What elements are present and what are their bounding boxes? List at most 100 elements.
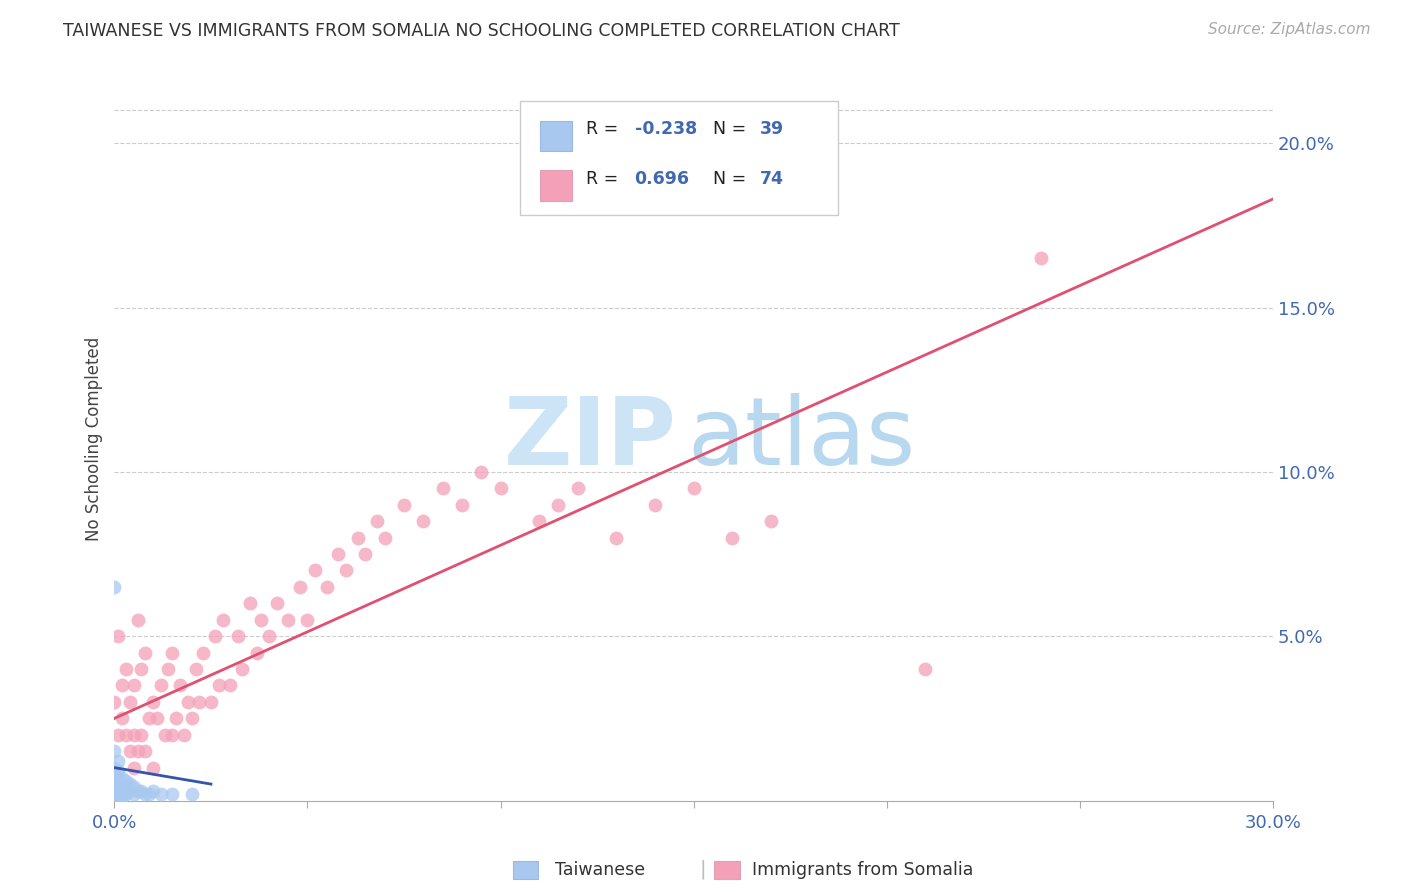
Point [165,711,187,725]
Point [111,787,134,801]
Point [103,787,125,801]
Point [226,629,249,643]
Y-axis label: No Schooling Completed: No Schooling Completed [86,337,103,541]
Point [134,787,156,801]
Point [266,596,288,610]
Point [162,787,184,801]
Point [111,678,134,692]
Point [115,662,138,676]
Point [103,580,125,594]
Point [157,662,180,676]
Bar [540,121,572,152]
Point [412,514,434,528]
Point [122,678,145,692]
Point [103,777,125,791]
FancyBboxPatch shape [520,101,838,215]
Point [188,695,211,709]
Point [200,695,222,709]
Point [115,787,138,801]
Text: |: | [700,860,706,880]
Point [142,761,165,775]
Point [107,754,129,768]
Point [107,783,129,797]
Point [162,646,184,660]
Point [103,761,125,775]
Point [122,761,145,775]
Point [211,613,233,627]
Point [111,711,134,725]
Point [177,695,200,709]
Point [149,678,172,692]
Text: R =: R = [586,170,624,188]
Point [134,646,156,660]
Point [142,783,165,797]
Point [162,728,184,742]
Point [346,531,368,545]
Point [107,793,129,807]
Point [107,764,129,778]
Point [297,613,319,627]
Point [547,498,569,512]
Point [527,514,550,528]
Text: 39: 39 [759,120,783,137]
Point [219,678,242,692]
Point [122,728,145,742]
Point [146,711,169,725]
Point [1031,251,1053,265]
Text: Source: ZipAtlas.com: Source: ZipAtlas.com [1208,22,1371,37]
Point [250,613,273,627]
Point [103,773,125,788]
Point [107,771,129,785]
Point [721,531,744,545]
Text: -0.238: -0.238 [634,120,697,137]
Point [231,662,253,676]
Point [122,780,145,795]
Point [304,564,326,578]
Point [759,514,782,528]
Point [605,531,627,545]
Point [335,564,357,578]
Point [914,662,936,676]
Point [184,662,207,676]
Point [103,744,125,758]
Text: 74: 74 [759,170,783,188]
Point [374,531,396,545]
Point [103,780,125,795]
Point [118,783,141,797]
Text: R =: R = [586,120,624,137]
Point [103,767,125,781]
Point [111,777,134,791]
Point [122,787,145,801]
Point [103,793,125,807]
Point [107,780,129,795]
Point [115,780,138,795]
Point [257,629,280,643]
Text: TAIWANESE VS IMMIGRANTS FROM SOMALIA NO SCHOOLING COMPLETED CORRELATION CHART: TAIWANESE VS IMMIGRANTS FROM SOMALIA NO … [63,22,900,40]
Point [328,547,350,561]
Point [644,498,666,512]
Point [169,678,191,692]
Point [111,783,134,797]
Point [208,678,231,692]
Point [103,695,125,709]
Point [288,580,311,594]
Point [115,728,138,742]
Point [127,783,149,797]
Point [115,773,138,788]
Point [111,771,134,785]
Point [277,613,299,627]
Point [107,629,129,643]
Point [131,662,153,676]
Point [153,728,176,742]
Point [567,481,589,495]
Point [451,498,474,512]
Point [107,777,129,791]
Point [118,777,141,791]
Point [193,646,215,660]
Point [111,790,134,805]
Point [107,790,129,805]
Point [173,728,195,742]
Point [354,547,377,561]
Point [142,695,165,709]
Point [489,481,512,495]
